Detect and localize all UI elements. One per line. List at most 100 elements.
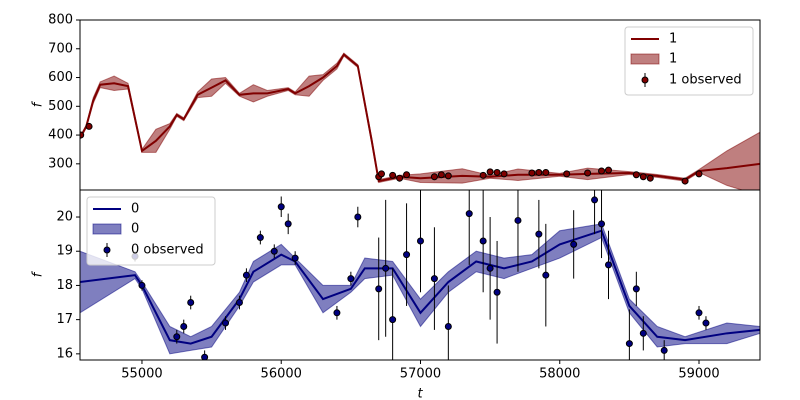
observed-point (563, 170, 571, 178)
observed-point (138, 281, 146, 289)
observed-point (493, 168, 501, 176)
observed-point (222, 319, 230, 327)
y-tick-label: 19 (56, 244, 73, 259)
observed-point (80, 131, 85, 139)
observed-point (646, 174, 654, 182)
y-axis-label: f (31, 270, 46, 277)
legend-patch (630, 53, 660, 65)
observed-point (625, 340, 633, 348)
legend-marker (641, 76, 649, 84)
observed-point (416, 237, 424, 245)
observed-point (377, 170, 385, 178)
legend-marker (103, 246, 111, 254)
observed-point (465, 210, 473, 218)
observed-point (479, 171, 487, 179)
observed-point (430, 275, 438, 283)
observed-point (535, 168, 543, 176)
plot-area (80, 52, 760, 190)
observed-point (639, 329, 647, 337)
observed-point (493, 288, 501, 296)
observed-point (444, 172, 452, 180)
observed-point (284, 220, 292, 228)
x-axis-label: t (417, 387, 423, 400)
observed-point (173, 333, 181, 341)
observed-point (354, 213, 362, 221)
observed-point (604, 166, 612, 174)
x-tick-label: 56000 (261, 367, 302, 382)
y-tick-label: 400 (48, 128, 73, 143)
observed-point (201, 353, 209, 360)
observed-point (598, 167, 606, 175)
observed-point (604, 261, 612, 269)
y-tick-label: 18 (56, 278, 73, 293)
x-tick-label: 57000 (400, 367, 441, 382)
y-tick-label: 600 (48, 70, 73, 85)
observed-point (584, 169, 592, 177)
observed-point (514, 216, 522, 224)
observed-point (85, 122, 93, 130)
observed-point (632, 285, 640, 293)
legend-label: 0 (131, 222, 139, 237)
observed-point (542, 168, 550, 176)
observed-point (256, 234, 264, 242)
observed-point (277, 203, 285, 211)
legend-patch (92, 223, 122, 235)
legend-label: 0 observed (131, 243, 204, 258)
observed-point (500, 170, 508, 178)
observed-point (333, 309, 341, 317)
legend-label: 1 observed (669, 73, 742, 88)
y-tick-label: 300 (48, 156, 73, 171)
observed-point (187, 299, 195, 307)
observed-point (396, 174, 404, 182)
observed-point (660, 346, 668, 354)
series-line (80, 53, 760, 183)
legend-label: 1 (669, 32, 677, 47)
observed-point (403, 171, 411, 179)
observed-point (598, 220, 606, 228)
observed-point (270, 247, 278, 255)
observed-point (542, 271, 550, 279)
legend-label: 0 (131, 202, 139, 217)
observed-point (242, 271, 250, 279)
confidence-band (80, 52, 760, 190)
observed-point (486, 264, 494, 272)
legend-box (86, 196, 216, 266)
observed-point (486, 168, 494, 176)
y-tick-label: 500 (48, 99, 73, 114)
observed-point (430, 173, 438, 181)
observed-point (375, 285, 383, 293)
observed-point (347, 275, 355, 283)
plot-area (80, 190, 760, 360)
x-tick-label: 59000 (678, 367, 719, 382)
y-tick-label: 16 (56, 346, 73, 361)
observed-point (403, 251, 411, 259)
observed-point (389, 316, 397, 324)
observed-point (389, 171, 397, 179)
observed-point (681, 177, 689, 185)
observed-point (695, 309, 703, 317)
y-axis-label: f (31, 100, 46, 107)
observed-point (695, 170, 703, 178)
y-tick-label: 20 (56, 210, 73, 225)
observed-point (180, 322, 188, 330)
legend-label: 1 (669, 52, 677, 67)
observed-point (382, 264, 390, 272)
y-tick-label: 700 (48, 41, 73, 56)
observed-point (702, 319, 710, 327)
x-tick-label: 58000 (539, 367, 580, 382)
observed-point (235, 299, 243, 307)
observed-point (535, 230, 543, 238)
observed-point (291, 254, 299, 262)
observed-point (591, 196, 599, 204)
observed-point (479, 237, 487, 245)
x-tick-label: 55000 (121, 367, 162, 382)
observed-point (528, 169, 536, 177)
observed-point (632, 171, 640, 179)
observed-point (639, 173, 647, 181)
observed-point (444, 322, 452, 330)
y-tick-label: 800 (48, 13, 73, 28)
observed-point (570, 240, 578, 248)
observed-point (437, 171, 445, 179)
y-tick-label: 17 (56, 312, 73, 327)
